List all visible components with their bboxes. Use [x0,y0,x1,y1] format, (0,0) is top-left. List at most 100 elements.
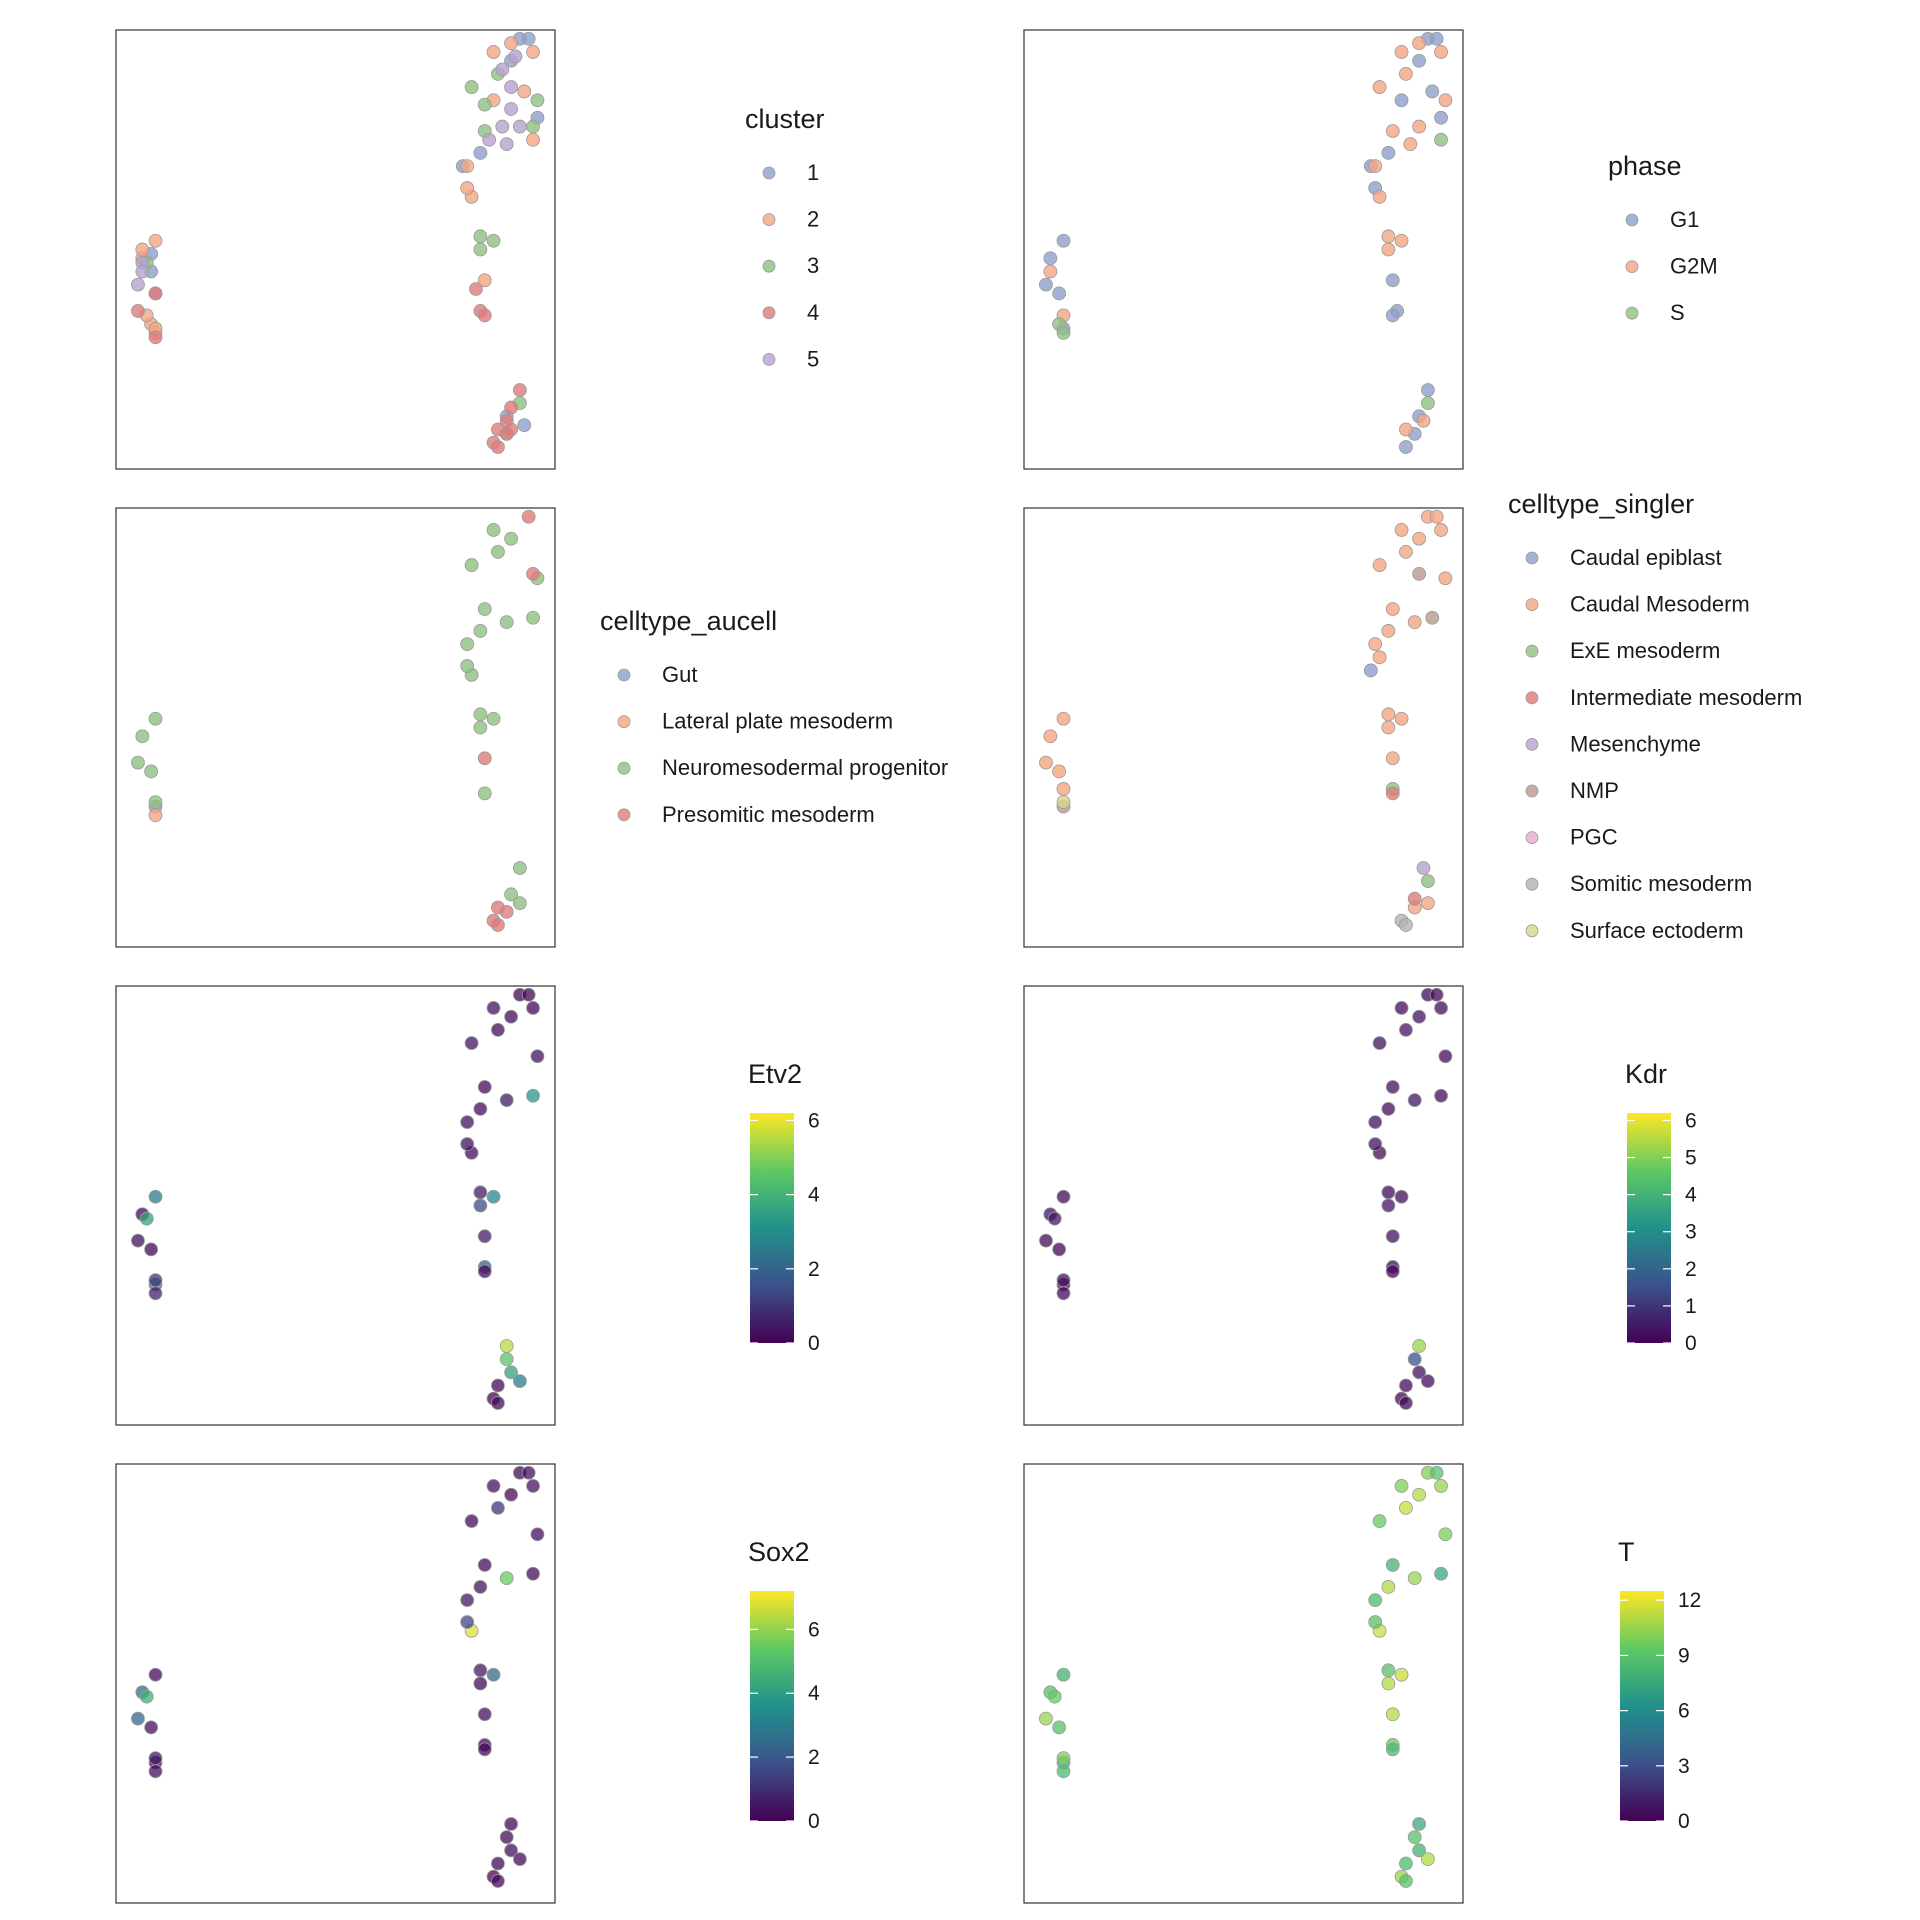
data-point [1381,624,1396,638]
data-point [1056,1273,1071,1288]
data-point [491,1501,505,1515]
data-point [1429,1465,1444,1480]
data-point [460,159,475,173]
data-point [1412,1843,1426,1858]
data-point [512,383,527,397]
legend-title: Kdr [1625,1059,1667,1089]
colorbar-tick-label: 3 [1685,1221,1697,1244]
data-point [1412,53,1426,68]
legend-label: 2 [807,207,819,232]
data-point [131,1233,145,1248]
data-point [504,1009,519,1024]
data-point [499,615,514,630]
data-point [1385,1264,1400,1279]
data-point [148,795,163,810]
data-point [1407,1352,1422,1367]
panel-phase: phase G1 G2M S [1023,29,1718,470]
data-point [1056,795,1071,810]
data-point [1381,1663,1396,1678]
data-point [1381,1198,1396,1213]
data-point [1385,1229,1400,1244]
data-point [1429,987,1444,1002]
data-point [526,1566,540,1581]
data-point [148,1667,163,1682]
data-point [477,273,492,288]
legend-label: Surface ectoderm [1570,918,1744,943]
data-point [1394,711,1409,726]
data-point [144,1242,159,1257]
legend-key [1525,831,1539,844]
data-point [486,1479,501,1493]
colorbar-tick-label: 6 [1678,1700,1690,1723]
data-point [148,808,163,823]
data-point [512,1374,527,1388]
legend-key [617,761,631,775]
data-point [504,531,519,546]
data-point [1385,1707,1400,1722]
data-point [1420,896,1435,910]
data-point [504,36,519,51]
data-point [491,1874,505,1888]
data-point [473,1198,488,1213]
legend-key [1525,877,1539,891]
data-point [1420,383,1435,397]
data-point [1372,80,1387,94]
data-point [1438,1049,1453,1064]
legend-title: T [1618,1537,1635,1567]
data-point [526,119,540,134]
data-point [1394,523,1409,537]
legend-key [1625,260,1639,274]
legend-key [1525,644,1539,658]
data-point [530,1049,545,1064]
data-point [486,233,501,248]
data-point [464,1514,479,1528]
data-point [473,1185,488,1200]
plot-frame [115,985,556,1426]
data-point [1394,93,1409,108]
data-point [1381,229,1396,244]
legend-title: Sox2 [748,1537,810,1567]
data-point [504,1843,519,1858]
data-point [504,102,519,116]
data-point [1368,1137,1383,1151]
data-point [1043,251,1058,266]
legend-key [762,213,776,227]
data-point [1403,137,1418,152]
legend-label: Presomitic mesoderm [662,802,875,827]
data-point [1368,159,1383,173]
plot-frame [1023,1463,1464,1904]
data-point [1039,755,1053,770]
colorbar-tick-label: 4 [1685,1184,1697,1207]
data-point [1372,1514,1387,1528]
data-point [512,119,527,134]
data-point [1394,45,1409,59]
data-point [473,229,488,244]
plot-frame [115,1463,556,1904]
panel-t: T 0 3 6 9 12 [1023,1463,1701,1904]
data-point [486,1667,501,1682]
data-point [504,80,519,94]
data-point [1438,571,1453,586]
data-point [148,330,163,345]
data-point [148,233,163,248]
data-point [1399,1023,1413,1037]
legend-label: Neuromesodermal progenitor [662,755,948,780]
data-point [473,1580,488,1594]
data-point [1412,36,1426,51]
colorbar-tick-label: 6 [808,1109,820,1132]
data-point [491,440,505,454]
data-point [1434,132,1448,147]
legend-label: 4 [807,300,819,325]
data-point [148,1273,163,1288]
data-point [1399,1396,1413,1410]
colorbar-tick-label: 12 [1678,1589,1701,1612]
data-point [473,624,488,638]
legend-label: NMP [1570,778,1619,803]
data-point [144,764,159,779]
data-point [504,1487,519,1502]
data-point [526,45,540,59]
colorbar [750,1113,794,1343]
data-point [1420,1852,1435,1866]
data-point [473,1102,488,1116]
colorbar-tick-label: 6 [808,1618,820,1641]
